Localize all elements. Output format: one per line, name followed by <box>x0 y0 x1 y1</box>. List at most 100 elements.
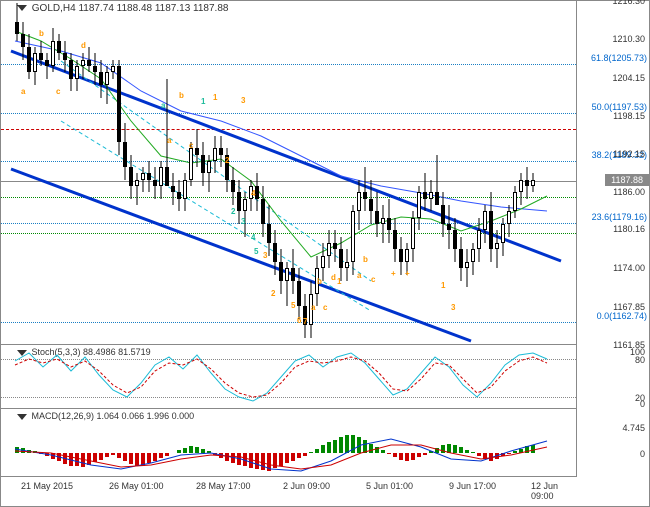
stoch-svg <box>1 345 577 409</box>
macd-bar <box>285 453 289 463</box>
macd-tick-upper: 4.745 <box>622 423 645 433</box>
macd-bar <box>309 452 313 453</box>
ew-teal-label: 4 <box>251 233 255 242</box>
macd-bar <box>57 453 61 461</box>
macd-bar <box>207 451 211 453</box>
macd-bar <box>357 437 361 453</box>
macd-bar <box>423 453 427 455</box>
macd-bar <box>99 453 103 460</box>
macd-bar <box>63 453 67 464</box>
macd-bar <box>327 442 331 453</box>
ew-orange-label: a <box>357 271 361 280</box>
ew-orange-label: 3 <box>241 96 245 105</box>
ew-orange-label: c <box>323 303 327 312</box>
macd-bar <box>237 453 241 465</box>
macd-bar <box>21 448 25 453</box>
ew-orange-label: c <box>189 141 193 150</box>
ew-orange-label: a <box>311 303 315 312</box>
macd-bar <box>489 453 493 461</box>
macd-bar <box>393 453 397 457</box>
macd-bar <box>267 453 271 471</box>
macd-bar <box>111 453 115 455</box>
chart-container: GOLD,H4 1187.74 1188.48 1187.13 1187.88 <box>0 0 650 507</box>
macd-bar <box>441 445 445 453</box>
macd-bar <box>339 437 343 453</box>
time-tick: 21 May 2015 <box>21 481 73 491</box>
price-tick: 1192.15 <box>613 149 645 159</box>
macd-bar <box>123 453 127 461</box>
stoch-panel[interactable] <box>1 345 577 409</box>
macd-bar <box>183 448 187 453</box>
macd-bar <box>33 451 37 453</box>
price-tick: 1216.30 <box>612 0 645 6</box>
macd-bar <box>471 452 475 453</box>
macd-bar <box>93 453 97 462</box>
macd-bar <box>279 453 283 466</box>
ew-teal-label: 2 <box>231 207 235 216</box>
macd-bar <box>147 453 151 463</box>
macd-bar <box>225 453 229 461</box>
ew-orange-label: 4 <box>251 189 255 198</box>
ew-teal-label: 1 <box>201 97 205 106</box>
macd-bar <box>231 453 235 463</box>
macd-svg <box>1 409 577 477</box>
stoch-lower-line <box>1 397 576 398</box>
macd-panel[interactable] <box>1 409 577 477</box>
macd-bar <box>465 450 469 453</box>
ew-orange-label: c <box>371 275 375 284</box>
macd-bar <box>417 453 421 457</box>
ew-orange-label: 6 <box>297 316 301 325</box>
ew-orange-label: 3 <box>451 303 455 312</box>
macd-bar <box>387 453 391 454</box>
price-axis: 1187.88 61.8(1205.73)50.0(1197.53)38.2(1… <box>575 1 649 345</box>
price-tick: 1210.30 <box>612 34 645 44</box>
macd-bar <box>315 449 319 453</box>
price-tick: 1174.00 <box>613 263 645 273</box>
macd-bar <box>525 446 529 453</box>
macd-bar <box>219 453 223 458</box>
stoch-tick-0: 0 <box>640 399 645 409</box>
macd-bar <box>405 453 409 461</box>
time-tick: 26 May 01:00 <box>109 481 164 491</box>
ew-teal-label: a <box>161 101 165 110</box>
macd-bar <box>177 450 181 453</box>
ew-orange-label: 7 <box>303 317 307 326</box>
price-tick: 1186.00 <box>613 187 645 197</box>
price-tick: 1204.15 <box>612 73 645 83</box>
macd-bar <box>513 451 517 453</box>
ew-orange-label: 2 <box>271 289 275 298</box>
macd-bar <box>105 453 109 457</box>
ew-orange-label: b <box>317 277 322 286</box>
macd-bar <box>519 449 523 453</box>
macd-bar <box>39 453 43 454</box>
ew-orange-label: b <box>179 91 184 100</box>
macd-tick-zero: 0 <box>640 449 645 459</box>
macd-bar <box>303 453 307 456</box>
ew-orange-label: b <box>39 29 44 38</box>
macd-bar <box>429 451 433 453</box>
macd-bar <box>189 446 193 453</box>
macd-bar <box>363 440 367 453</box>
macd-bar <box>507 453 511 454</box>
ew-orange-label: + <box>391 269 396 278</box>
time-tick: 5 Jun 01:00 <box>366 481 413 491</box>
ew-teal-label: 5 <box>254 247 258 256</box>
ew-orange-label: a <box>21 87 25 96</box>
macd-bar <box>201 449 205 453</box>
macd-bar <box>495 453 499 459</box>
macd-bar <box>195 447 199 453</box>
macd-bar <box>321 445 325 453</box>
time-tick: 12 Jun 09:00 <box>531 481 577 501</box>
macd-bar <box>345 435 349 453</box>
macd-bar <box>291 453 295 461</box>
macd-bar <box>51 453 55 459</box>
macd-bar <box>447 444 451 453</box>
ew-orange-label: d <box>81 41 86 50</box>
macd-bar <box>15 447 19 453</box>
macd-bar <box>165 453 169 456</box>
macd-bar <box>453 445 457 453</box>
macd-bar <box>69 453 73 466</box>
stoch-axis: 100 80 20 0 <box>575 345 649 409</box>
macd-axis: 4.745 0 <box>575 409 649 477</box>
price-panel[interactable]: abcdabc123423567abcd1abc++13a12345 <box>1 1 577 345</box>
